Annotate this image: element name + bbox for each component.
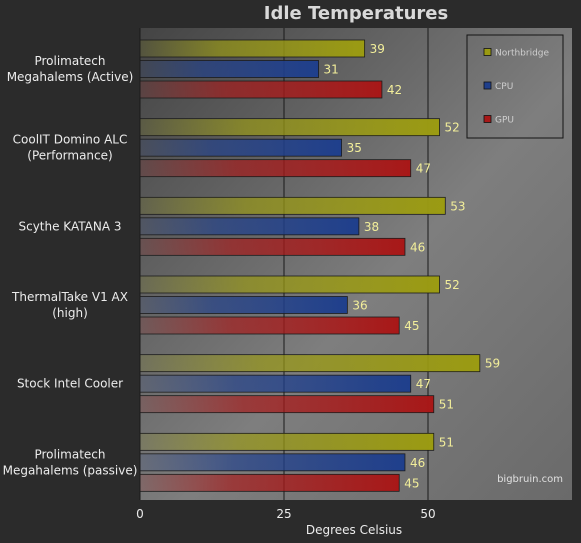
category-label: Prolimatech Megahalems (Active) — [7, 54, 134, 84]
bar-cpu — [139, 453, 406, 472]
value-label: 53 — [450, 199, 465, 213]
category-label: ThermalTake V1 AX (high) — [11, 290, 128, 320]
category-labels: Prolimatech Megahalems (Active) CoolIT Dom… — [3, 54, 138, 477]
credit-text: bigbruin.com — [497, 474, 563, 485]
value-label: 52 — [445, 121, 460, 135]
legend-label: GPU — [495, 116, 514, 126]
bar-northbridge — [139, 196, 446, 215]
bar-northbridge — [139, 275, 440, 294]
value-label: 51 — [439, 435, 454, 449]
value-labels: 39 31 42 52 35 47 53 38 46 52 36 45 59 47 51 51 46 45 — [324, 42, 501, 490]
bar-cpu — [139, 374, 412, 393]
value-label: 47 — [416, 162, 431, 176]
value-label: 46 — [410, 240, 425, 254]
gridlines — [139, 28, 429, 500]
value-label: 46 — [410, 456, 425, 470]
bar-gpu — [139, 159, 412, 178]
legend: Northbridge CPU GPU — [466, 34, 564, 139]
x-tick-labels: 0 25 50 — [136, 507, 435, 521]
legend-swatch — [483, 115, 492, 123]
bar-cpu — [139, 138, 343, 157]
value-label: 47 — [416, 377, 431, 391]
category-label: Prolimatech Megahalems (passive) — [3, 447, 138, 477]
bar-cpu — [139, 296, 348, 314]
value-label: 35 — [347, 141, 362, 155]
plot-area — [140, 28, 572, 500]
category-label: Scythe KATANA 3 — [18, 219, 121, 233]
bars — [139, 39, 481, 492]
value-label: 51 — [439, 398, 454, 412]
bar-gpu — [139, 237, 406, 256]
value-label: 45 — [404, 476, 419, 490]
x-tick-label: 0 — [136, 507, 144, 521]
bar-gpu — [139, 316, 400, 335]
chart-title: Idle Temperatures — [264, 3, 448, 24]
value-label: 36 — [352, 299, 367, 313]
category-label: CoolIT Domino ALC (Performance) — [13, 133, 128, 163]
x-tick-label: 50 — [420, 507, 435, 521]
legend-swatch — [483, 48, 492, 56]
legend-label: CPU — [495, 82, 513, 92]
value-label: 31 — [324, 63, 339, 77]
x-axis-title: Degrees Celsius — [306, 523, 402, 537]
bar-northbridge — [139, 354, 481, 373]
legend-swatch — [483, 81, 492, 90]
category-label: Stock Intel Cooler — [17, 377, 123, 391]
bar-gpu — [139, 80, 383, 99]
bar-gpu — [139, 395, 435, 414]
bar-northbridge — [139, 432, 435, 451]
bar-cpu — [139, 217, 360, 236]
bar-cpu — [139, 60, 319, 78]
bar-northbridge — [139, 39, 366, 58]
value-label: 52 — [445, 278, 460, 292]
bar-gpu — [139, 473, 400, 492]
value-label: 39 — [370, 42, 385, 56]
value-label: 59 — [485, 357, 500, 371]
legend-label: Northbridge — [495, 49, 550, 59]
value-label: 42 — [387, 83, 402, 97]
x-tick-label: 25 — [276, 507, 291, 521]
bar-northbridge — [139, 118, 440, 137]
value-label: 38 — [364, 220, 379, 234]
value-label: 45 — [404, 319, 419, 333]
legend-box — [466, 34, 564, 139]
